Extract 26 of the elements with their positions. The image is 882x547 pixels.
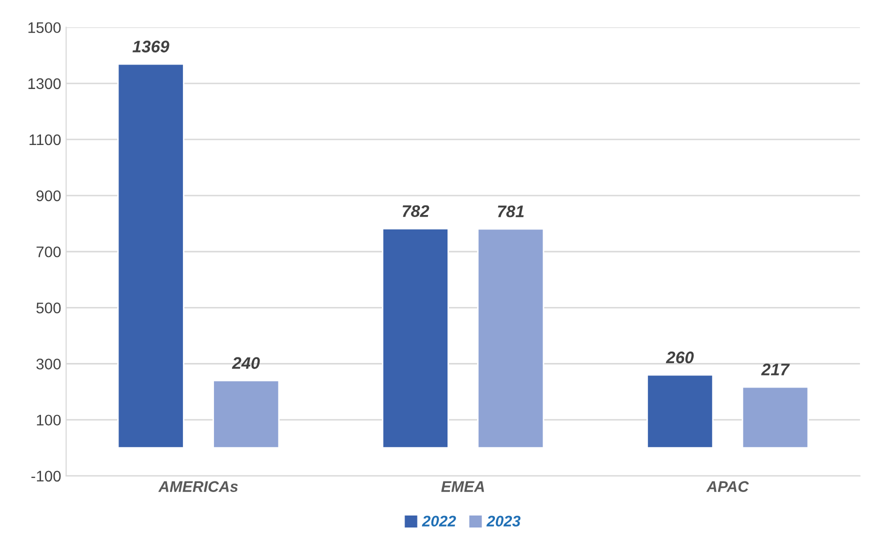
data-label: 782 (402, 205, 430, 218)
y-tick-label: 900 (36, 190, 61, 202)
legend-label: 2023 (486, 516, 520, 527)
data-label: 217 (761, 364, 790, 376)
x-tick-label: AMERICAs (158, 481, 238, 492)
bar (477, 228, 544, 449)
y-tick-label: 300 (36, 358, 61, 370)
data-label: 260 (666, 352, 694, 364)
legend-label: 2022 (422, 516, 456, 527)
y-tick-label: 1300 (28, 78, 61, 90)
bar (212, 380, 280, 449)
bar (742, 386, 809, 449)
y-tick-label: 1500 (28, 22, 61, 34)
y-tick-label: 100 (36, 414, 61, 426)
y-tick-label: 1100 (30, 134, 61, 146)
bar (382, 228, 449, 449)
x-tick-label: APAC (706, 481, 749, 492)
bar (117, 63, 184, 449)
x-tick-label: EMEA (441, 481, 484, 492)
data-label: 1369 (132, 40, 170, 52)
data-label: 781 (498, 205, 524, 218)
y-tick-label: 700 (36, 246, 61, 258)
data-label: 240 (232, 357, 260, 369)
bar (646, 374, 714, 449)
y-tick-label: 500 (36, 302, 61, 314)
y-tick-label: -100 (31, 470, 61, 482)
